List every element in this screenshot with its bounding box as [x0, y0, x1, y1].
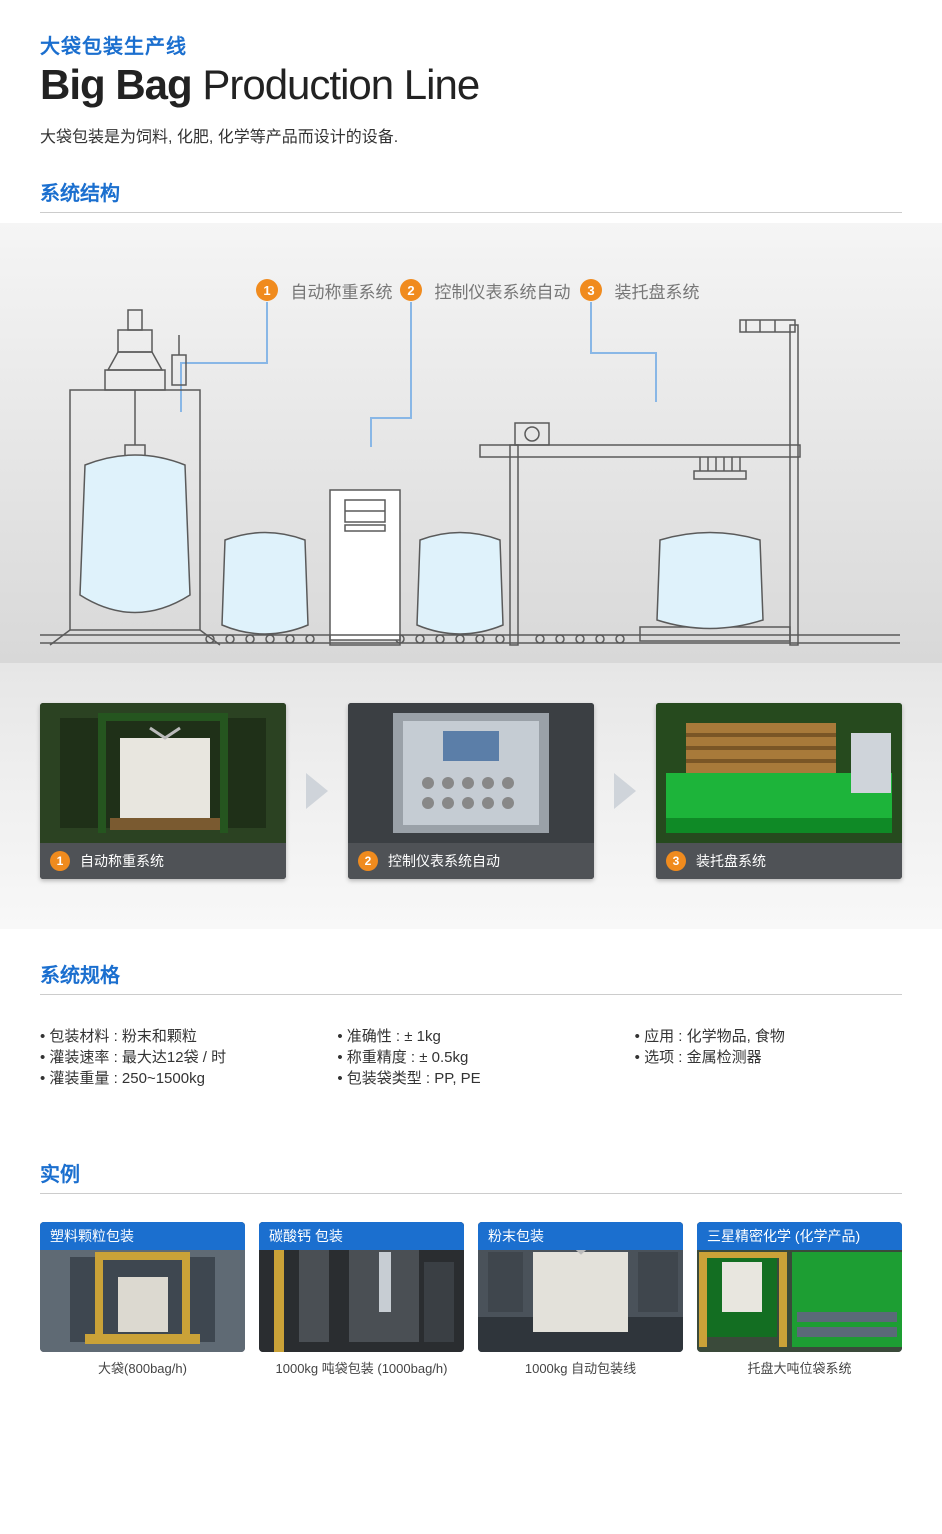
examples-row: 塑料颗粒包装 大袋(800bag/h) 碳酸钙 包装 1000k: [40, 1222, 902, 1377]
examples-section: 塑料颗粒包装 大袋(800bag/h) 碳酸钙 包装 1000k: [0, 1204, 942, 1407]
spec-item: 应用 : 化学物品, 食物: [635, 1025, 902, 1046]
photo-1: [40, 703, 286, 843]
spec-item: 包装材料 : 粉末和颗粒: [40, 1025, 307, 1046]
spec-col-1: 包装材料 : 粉末和颗粒 灌装速率 : 最大达12袋 / 时 灌装重量 : 25…: [40, 1025, 307, 1088]
example-card-2: 碳酸钙 包装 1000kg 吨袋包装 (1000bag/h): [259, 1222, 464, 1377]
spec-item: 灌装重量 : 250~1500kg: [40, 1067, 307, 1088]
photo-card-2-bar: 2 控制仪表系统自动: [348, 843, 594, 879]
example-caption-2: 1000kg 吨袋包装 (1000bag/h): [259, 1358, 464, 1377]
example-image-3: 粉末包装: [478, 1222, 683, 1352]
photo-1-illustration: [40, 703, 286, 843]
badge-3-icon: 3: [666, 851, 686, 871]
page-title: Big Bag Production Line: [40, 61, 902, 109]
title-bold: Big Bag: [40, 61, 192, 108]
badge-2-icon: 2: [358, 851, 378, 871]
spec-item: 准确性 : ± 1kg: [337, 1025, 604, 1046]
photo-card-1: 1 自动称重系统: [40, 703, 286, 879]
photo-3-illustration: [656, 703, 902, 843]
example-caption-1: 大袋(800bag/h): [40, 1358, 245, 1377]
photo-2-illustration: [348, 703, 594, 843]
example-card-4: 三星精密化学 (化学产品) 托盘大吨位袋系统: [697, 1222, 902, 1377]
page-description: 大袋包装是为饲料, 化肥, 化学等产品而设计的设备.: [40, 123, 902, 147]
example-tag-2: 碳酸钙 包装: [259, 1222, 464, 1250]
example-image-4: 三星精密化学 (化学产品): [697, 1222, 902, 1352]
subtitle-cn: 大袋包装生产线: [40, 30, 902, 59]
spec-item: 选项 : 金属检测器: [635, 1046, 902, 1067]
example-caption-3: 1000kg 自动包装线: [478, 1358, 683, 1377]
example-card-3: 粉末包装 1000kg 自动包装线: [478, 1222, 683, 1377]
specs-section: 包装材料 : 粉末和颗粒 灌装速率 : 最大达12袋 / 时 灌装重量 : 25…: [0, 1005, 942, 1138]
example-image-2: 碳酸钙 包装: [259, 1222, 464, 1352]
photo-2: [348, 703, 594, 843]
specs-grid: 包装材料 : 粉末和颗粒 灌装速率 : 最大达12袋 / 时 灌装重量 : 25…: [40, 1015, 902, 1088]
example-card-1: 塑料颗粒包装 大袋(800bag/h): [40, 1222, 245, 1377]
example-image-1: 塑料颗粒包装: [40, 1222, 245, 1352]
arrow-right-icon: [614, 773, 636, 809]
photo-cards-row: 1 自动称重系统 2: [0, 663, 942, 929]
photo-3: [656, 703, 902, 843]
photo-card-3-label: 装托盘系统: [696, 851, 766, 871]
spec-item: 称重精度 : ± 0.5kg: [337, 1046, 604, 1067]
photo-card-3-bar: 3 装托盘系统: [656, 843, 902, 879]
page: { "header": { "subtitle_cn": "大袋包装生产线", …: [0, 0, 942, 1407]
badge-1-icon: 1: [50, 851, 70, 871]
example-tag-1: 塑料颗粒包装: [40, 1222, 245, 1250]
example-caption-4: 托盘大吨位袋系统: [697, 1358, 902, 1377]
spec-item: 灌装速率 : 最大达12袋 / 时: [40, 1046, 307, 1067]
photo-card-1-label: 自动称重系统: [80, 851, 164, 871]
photo-card-3: 3 装托盘系统: [656, 703, 902, 879]
photo-card-2-label: 控制仪表系统自动: [388, 851, 500, 871]
photo-card-2: 2 控制仪表系统自动: [348, 703, 594, 879]
photo-card-1-bar: 1 自动称重系统: [40, 843, 286, 879]
example-tag-4: 三星精密化学 (化学产品): [697, 1222, 902, 1250]
machines-svg: [0, 295, 942, 655]
spec-item: 包装袋类型 : PP, PE: [337, 1067, 604, 1088]
section-title-specs: 系统规格: [40, 959, 902, 995]
system-diagram: 1 自动称重系统 2 控制仪表系统自动 3 装托盘系统: [0, 223, 942, 663]
example-tag-3: 粉末包装: [478, 1222, 683, 1250]
machine-row: [0, 295, 942, 655]
spec-col-3: 应用 : 化学物品, 食物 选项 : 金属检测器: [635, 1025, 902, 1088]
spec-col-2: 准确性 : ± 1kg 称重精度 : ± 0.5kg 包装袋类型 : PP, P…: [337, 1025, 604, 1088]
header: 大袋包装生产线 Big Bag Production Line 大袋包装是为饲料…: [0, 0, 942, 157]
arrow-right-icon: [306, 773, 328, 809]
section-title-structure: 系统结构: [40, 177, 902, 213]
section-title-examples: 实例: [40, 1158, 902, 1194]
title-light: Production Line: [202, 61, 479, 108]
